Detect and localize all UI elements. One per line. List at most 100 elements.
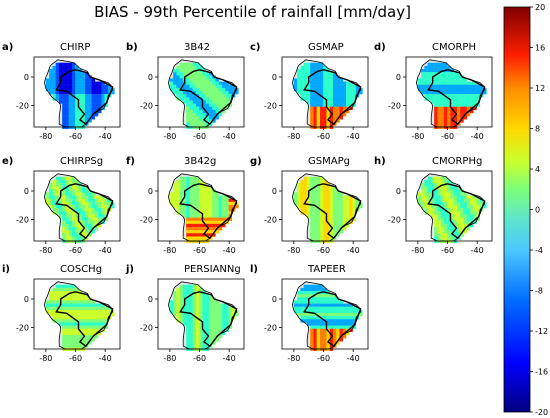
bias-cell <box>193 119 196 122</box>
bias-cell <box>421 72 424 75</box>
bias-cell <box>424 78 427 81</box>
bias-cell <box>186 233 189 236</box>
bias-cell <box>441 236 444 239</box>
bias-cell <box>75 110 78 113</box>
bias-cell <box>78 75 81 78</box>
bias-cell <box>219 82 222 85</box>
bias-cell <box>176 208 179 211</box>
bias-cell <box>434 214 437 217</box>
bias-cell <box>196 113 199 116</box>
bias-cell <box>186 344 189 347</box>
bias-cell <box>95 85 98 88</box>
x-tick-label: -60 <box>193 132 206 141</box>
bias-cell <box>437 94 440 97</box>
bias-cell <box>216 218 219 221</box>
bias-cell <box>222 313 225 316</box>
bias-cell <box>323 78 326 81</box>
bias-cell <box>444 116 447 119</box>
bias-cell <box>300 66 303 69</box>
bias-cell <box>212 208 215 211</box>
bias-cell <box>189 236 192 239</box>
bias-cell <box>222 88 225 91</box>
bias-cell <box>206 329 209 332</box>
bias-cell <box>437 189 440 192</box>
bias-cell <box>85 113 88 116</box>
bias-cell <box>206 214 209 217</box>
bias-cell <box>98 88 101 91</box>
bias-cell <box>444 122 447 125</box>
y-tick-label: 0 <box>24 73 29 82</box>
bias-cell <box>437 221 440 224</box>
bias-cell <box>310 326 313 329</box>
bias-cell <box>62 300 65 303</box>
bias-cell <box>470 208 473 211</box>
bias-cell <box>326 72 329 75</box>
bias-cell <box>450 85 453 88</box>
bias-cell <box>310 288 313 291</box>
bias-cell <box>349 205 352 208</box>
bias-cell <box>186 122 189 125</box>
bias-cell <box>320 107 323 110</box>
bias-cell <box>473 97 476 100</box>
bias-cell <box>320 227 323 230</box>
bias-cell <box>333 338 336 341</box>
bias-cell <box>323 230 326 233</box>
bias-cell <box>85 329 88 332</box>
bias-cell <box>209 82 212 85</box>
bias-cell <box>346 316 349 319</box>
bias-cell <box>323 82 326 85</box>
bias-cell <box>336 196 339 199</box>
bias-cell <box>72 230 75 233</box>
bias-cell <box>467 94 470 97</box>
bias-cell <box>447 224 450 227</box>
bias-cell <box>313 107 316 110</box>
bias-cell <box>92 100 95 103</box>
bias-cell <box>72 224 75 227</box>
bias-cell <box>441 78 444 81</box>
bias-cell <box>65 82 68 85</box>
bias-cell <box>189 94 192 97</box>
bias-cell <box>336 218 339 221</box>
bias-cell <box>72 294 75 297</box>
x-tick-label: -80 <box>39 354 52 363</box>
bias-cell <box>62 285 65 288</box>
bias-cell <box>457 104 460 107</box>
bias-cell <box>69 224 72 227</box>
bias-cell <box>310 322 313 325</box>
bias-cell <box>82 316 85 319</box>
bias-cell <box>202 122 205 125</box>
bias-cell <box>82 208 85 211</box>
bias-cell <box>313 338 316 341</box>
bias-cell <box>323 72 326 75</box>
bias-cell <box>434 85 437 88</box>
bias-cell <box>56 300 59 303</box>
bias-cell <box>59 180 62 183</box>
bias-cell <box>444 113 447 116</box>
map-panel-chirpsg: e) CHIRPSg-80 -60 -400-20 <box>0 154 122 266</box>
bias-cell <box>450 202 453 205</box>
bias-cell <box>310 78 313 81</box>
bias-cell <box>333 202 336 205</box>
bias-cell <box>56 66 59 69</box>
bias-cell <box>88 214 91 217</box>
bias-cell <box>310 119 313 122</box>
bias-cell <box>320 66 323 69</box>
bias-cell <box>75 78 78 81</box>
bias-cell <box>65 211 68 214</box>
bias-cell <box>297 192 300 195</box>
bias-cell <box>209 202 212 205</box>
bias-cell <box>464 221 467 224</box>
bias-cell <box>349 199 352 202</box>
bias-cell <box>69 307 72 310</box>
bias-cell <box>323 75 326 78</box>
bias-cell <box>317 319 320 322</box>
bias-cell <box>307 294 310 297</box>
bias-cell <box>186 322 189 325</box>
bias-cell <box>428 205 431 208</box>
bias-cell <box>199 119 202 122</box>
bias-cell <box>349 91 352 94</box>
bias-cell <box>434 227 437 230</box>
bias-cell <box>98 322 101 325</box>
bias-cell <box>300 307 303 310</box>
bias-cell <box>176 88 179 91</box>
